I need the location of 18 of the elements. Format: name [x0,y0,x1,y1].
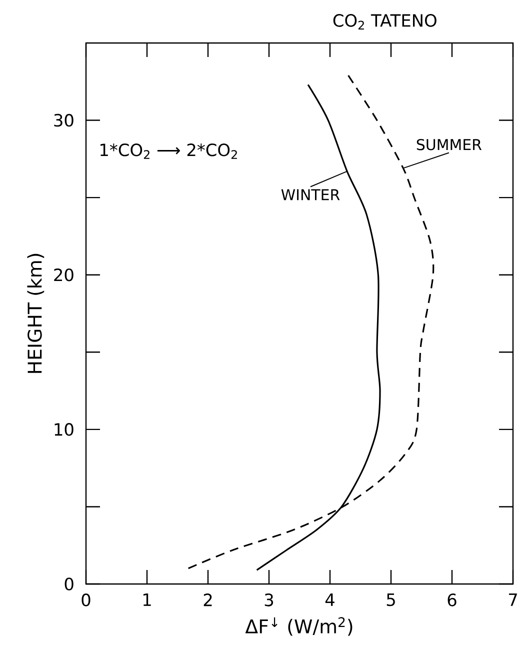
legend-label: WINTER [281,189,340,200]
series-label: SUMMER [416,138,482,150]
x-tick-label: 7 [509,594,517,606]
x-tick-label: 5 [386,594,395,606]
x-tick-label: 1 [143,594,151,606]
x-axis-title: ΔF$^{↓}$ (W/m$^{2}$) [245,617,352,636]
y-tick-label: 10 [54,423,74,436]
x-tick-label: 3 [264,594,274,606]
chart-title: CO$_{2}$ TATENO [333,14,436,30]
y-tick-label: 0 [64,578,74,590]
x-tick-label: 0 [82,594,90,606]
y-axis-title: HEIGHT (km) [27,254,44,373]
x-tick-label: 6 [448,594,456,606]
x-tick-label: 4 [325,594,334,606]
y-tick-label: 20 [54,268,74,282]
y-tick-label: 30 [54,114,74,127]
annotation: 1*CO$_{2}$ ⟶ 2*CO$_{2}$ [100,143,237,159]
x-tick-label: 2 [204,594,212,606]
